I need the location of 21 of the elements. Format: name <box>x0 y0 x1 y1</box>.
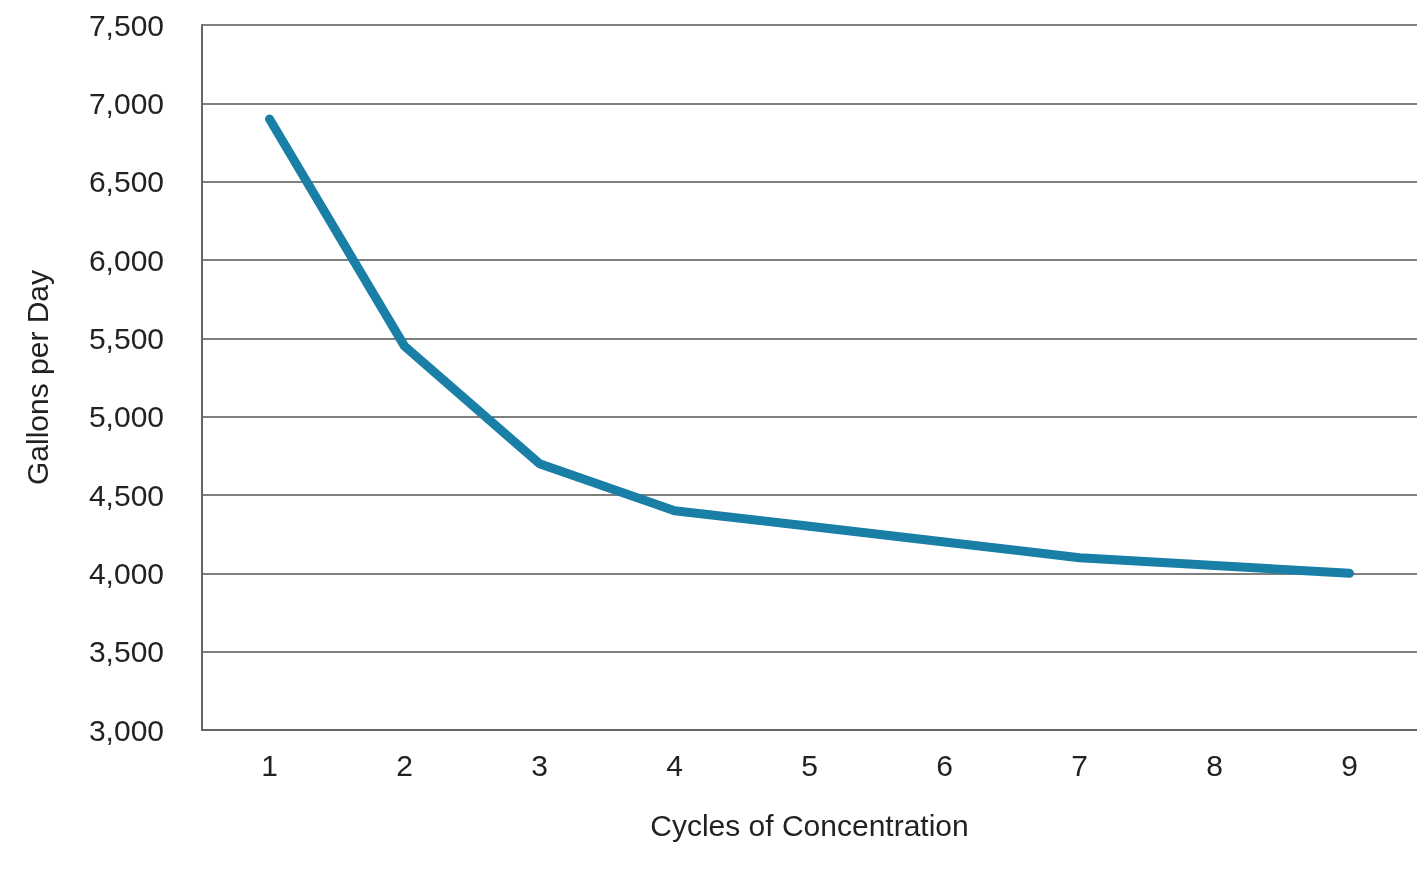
y-tick-label: 6,000 <box>88 243 164 277</box>
y-tick-label: 3,500 <box>88 635 164 669</box>
x-tick-label: 3 <box>531 748 548 782</box>
y-tick-label: 4,500 <box>88 478 164 512</box>
x-tick-label: 5 <box>801 748 818 782</box>
y-axis-title: Gallons per Day <box>20 269 54 486</box>
x-tick-label: 9 <box>1341 748 1358 782</box>
y-tick-label: 4,000 <box>88 556 164 590</box>
x-tick-label: 2 <box>396 748 413 782</box>
y-tick-label: 3,000 <box>88 713 164 747</box>
x-tick-label: 6 <box>936 748 953 782</box>
y-tick-label: 5,500 <box>88 321 164 355</box>
x-tick-label: 1 <box>261 748 278 782</box>
y-tick-label: 7,500 <box>88 8 164 42</box>
y-tick-label: 6,500 <box>88 165 164 199</box>
x-tick-label: 8 <box>1206 748 1223 782</box>
y-tick-label: 5,000 <box>88 400 164 434</box>
x-axis-title: Cycles of Concentration <box>650 808 969 842</box>
y-tick-label: 7,000 <box>88 86 164 120</box>
x-tick-label: 4 <box>666 748 683 782</box>
x-tick-label: 7 <box>1071 748 1088 782</box>
